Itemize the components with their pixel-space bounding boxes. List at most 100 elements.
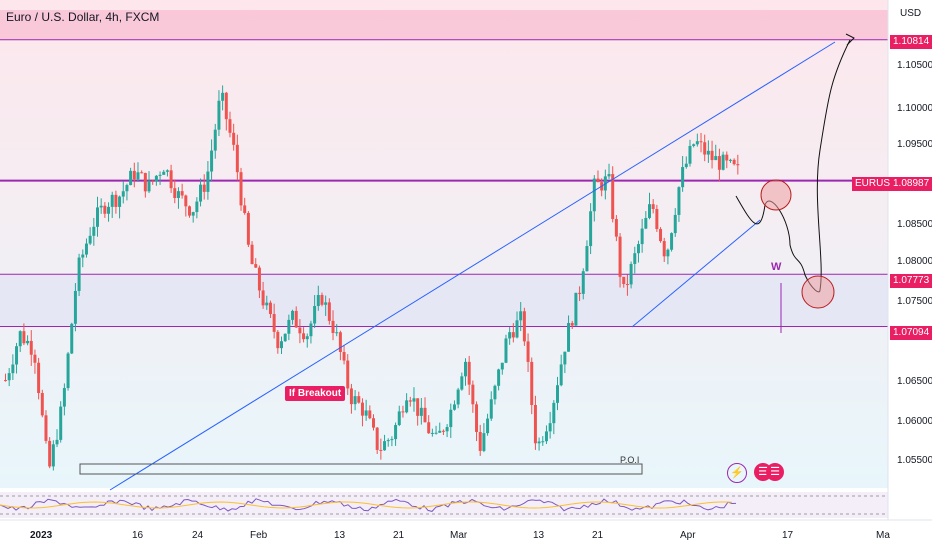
candle-body bbox=[497, 369, 501, 386]
candle-body bbox=[699, 141, 703, 143]
candle-body bbox=[11, 364, 15, 374]
candle-body bbox=[283, 333, 287, 342]
candle-body bbox=[570, 323, 574, 326]
y-tick: 1.05500 bbox=[897, 455, 932, 466]
candle-body bbox=[640, 228, 644, 245]
candle-body bbox=[140, 172, 144, 174]
candle-body bbox=[556, 385, 559, 403]
chart-title: Euro / U.S. Dollar, 4h, FXCM bbox=[6, 10, 160, 24]
candle-body bbox=[736, 164, 740, 166]
candle-body bbox=[320, 294, 324, 305]
candle-body bbox=[81, 254, 85, 258]
candle-body bbox=[302, 333, 306, 340]
x-tick: Feb bbox=[250, 530, 268, 541]
zone-1 bbox=[0, 274, 888, 327]
candle-body bbox=[327, 302, 331, 321]
candle-body bbox=[210, 150, 214, 172]
candle-body bbox=[478, 431, 482, 451]
candle-body bbox=[394, 425, 398, 440]
candle-body bbox=[360, 402, 364, 416]
candle-body bbox=[655, 209, 659, 230]
candle-body bbox=[651, 204, 655, 210]
candle-body bbox=[188, 206, 191, 216]
x-tick: 17 bbox=[782, 530, 794, 541]
candle-body bbox=[40, 393, 44, 416]
candle-body bbox=[338, 332, 342, 352]
x-tick: Mar bbox=[450, 530, 468, 541]
candle-body bbox=[441, 430, 445, 432]
candle-body bbox=[475, 404, 479, 432]
candle-body bbox=[511, 332, 515, 338]
trendline-support bbox=[631, 219, 761, 328]
candle-body bbox=[372, 418, 375, 428]
candle-body bbox=[519, 311, 523, 321]
candle-body bbox=[18, 331, 22, 347]
candle-body bbox=[427, 422, 431, 434]
candle-body bbox=[677, 187, 681, 215]
candle-body bbox=[445, 427, 449, 432]
candle-body bbox=[633, 253, 637, 264]
candle-body bbox=[118, 196, 122, 207]
y-tick: 1.06000 bbox=[897, 416, 932, 427]
candle-body bbox=[552, 402, 556, 424]
price-tag-lower-zone: 1.07094 bbox=[890, 326, 932, 340]
candle-body bbox=[412, 398, 416, 402]
candle-body bbox=[114, 194, 118, 207]
candle-body bbox=[589, 211, 593, 247]
candle-body bbox=[195, 201, 199, 213]
trendline-rising bbox=[109, 41, 836, 491]
breakout-label: If Breakout bbox=[285, 386, 346, 401]
y-tick: 1.10000 bbox=[897, 103, 932, 114]
candle-body bbox=[541, 441, 545, 443]
target-circle-lower bbox=[801, 275, 835, 309]
candle-body bbox=[88, 235, 92, 244]
candle-body bbox=[335, 332, 339, 334]
candle-body bbox=[48, 440, 52, 467]
candle-body bbox=[246, 213, 250, 245]
symbol-tag: EURUSD bbox=[852, 177, 897, 191]
candle-body bbox=[625, 284, 629, 286]
candle-body bbox=[574, 292, 578, 326]
candle-body bbox=[305, 336, 309, 340]
candle-body bbox=[423, 407, 427, 423]
candle-body bbox=[644, 217, 648, 229]
candle-body bbox=[51, 444, 55, 467]
candle-body bbox=[578, 292, 582, 294]
candle-body bbox=[460, 376, 464, 390]
candle-body bbox=[438, 430, 442, 433]
us-flag-icon[interactable]: ☰ bbox=[766, 463, 784, 481]
candle-body bbox=[659, 229, 663, 242]
candle-body bbox=[59, 406, 63, 440]
candle-body bbox=[596, 178, 600, 183]
x-tick: Ma bbox=[876, 530, 890, 541]
candle-body bbox=[107, 206, 111, 214]
candle-body bbox=[500, 362, 504, 370]
candle-body bbox=[563, 351, 567, 365]
y-tick: 1.10500 bbox=[897, 60, 932, 71]
x-tick: 2023 bbox=[30, 530, 53, 541]
candle-body bbox=[456, 389, 460, 405]
candle-body bbox=[4, 380, 7, 382]
candle-body bbox=[486, 418, 490, 434]
candle-body bbox=[136, 172, 140, 180]
lightning-icon[interactable]: ⚡ bbox=[727, 463, 747, 483]
candle-body bbox=[548, 423, 552, 432]
rsi-ma-line bbox=[0, 501, 733, 509]
candle-body bbox=[55, 439, 59, 445]
candle-body bbox=[416, 398, 420, 416]
candle-body bbox=[232, 132, 236, 145]
candle-body bbox=[368, 410, 372, 419]
candle-body bbox=[567, 323, 571, 352]
y-tick: 1.07500 bbox=[897, 296, 932, 307]
candle-body bbox=[313, 306, 317, 324]
x-tick: 24 bbox=[192, 530, 204, 541]
candle-body bbox=[592, 178, 596, 212]
candle-body bbox=[614, 218, 618, 237]
candle-body bbox=[206, 171, 210, 192]
candle-body bbox=[390, 439, 394, 441]
candle-body bbox=[622, 276, 626, 285]
candle-body bbox=[695, 141, 699, 145]
candle-body bbox=[383, 441, 387, 451]
